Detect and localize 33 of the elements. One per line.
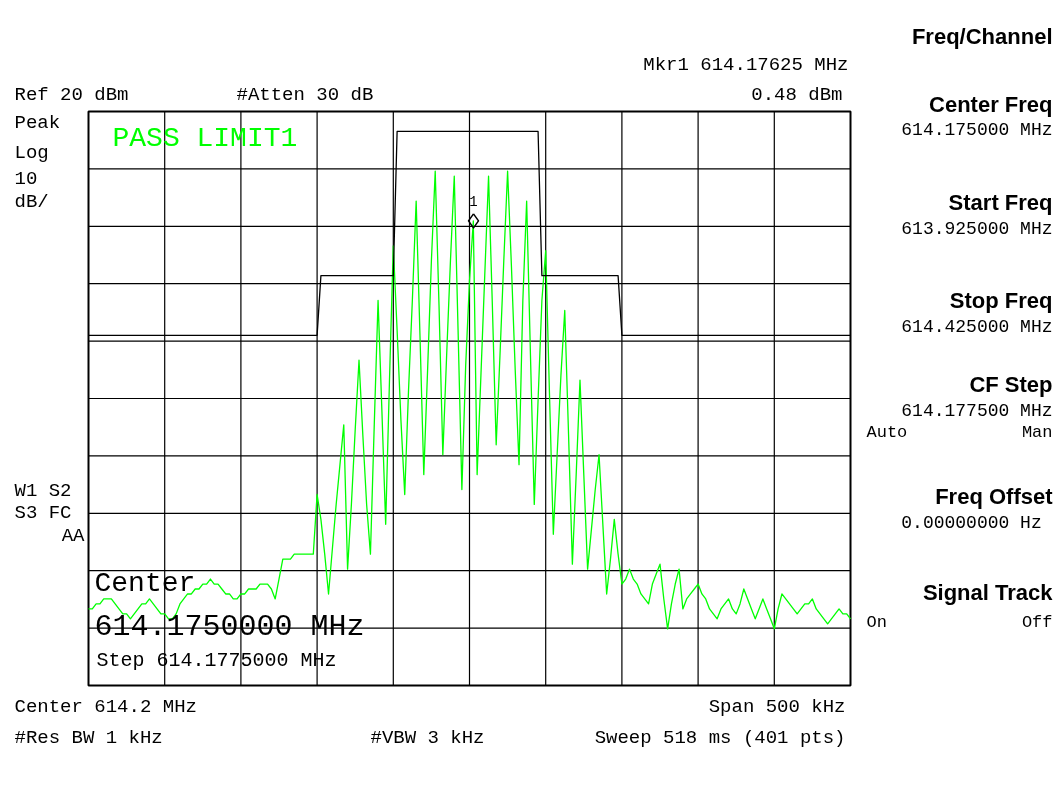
- text: Mkr1 614.17625 MHz: [643, 53, 849, 76]
- text: Start Freq: [948, 190, 1053, 215]
- text: Freq/Channel: [911, 24, 1053, 49]
- text: #VBW 3 kHz: [370, 726, 485, 749]
- text: 613.925000 MHz: [901, 218, 1053, 239]
- text: CF Step: [969, 372, 1053, 397]
- text: AA: [61, 524, 86, 547]
- text: S3 FC: [14, 501, 72, 524]
- text: Ref 20 dBm: [14, 83, 129, 106]
- text: #Res BW 1 kHz: [14, 726, 163, 749]
- text: Signal Track: [922, 580, 1054, 605]
- text: Sweep 518 ms (401 pts): [594, 726, 846, 749]
- text: Log: [14, 141, 49, 164]
- annotation: 1: [469, 193, 478, 210]
- text: Center Freq: [929, 92, 1053, 117]
- text: 614.175000 MHz: [901, 119, 1053, 140]
- text: Span 500 kHz: [708, 695, 846, 718]
- text: 614.425000 MHz: [901, 316, 1053, 337]
- text: dB/: [14, 190, 49, 213]
- text: #Atten 30 dB: [236, 83, 374, 106]
- text: 0.48 dBm: [751, 83, 843, 106]
- text: Freq Offset: [935, 484, 1054, 509]
- text: On: [866, 613, 887, 632]
- text: 0.00000000 Hz: [901, 512, 1042, 533]
- text: Center 614.2 MHz: [14, 695, 197, 718]
- text: Off: [1021, 613, 1053, 632]
- text: W1 S2: [14, 479, 72, 502]
- text: Man: [1021, 423, 1053, 442]
- text: 10: [14, 167, 38, 190]
- text: Peak: [14, 111, 61, 134]
- text: Stop Freq: [949, 288, 1053, 313]
- text: 614.177500 MHz: [901, 400, 1053, 421]
- text: Auto: [866, 423, 908, 442]
